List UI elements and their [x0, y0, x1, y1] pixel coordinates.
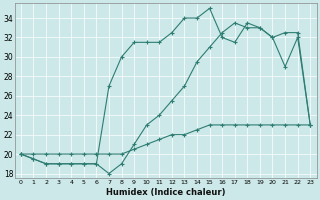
X-axis label: Humidex (Indice chaleur): Humidex (Indice chaleur): [106, 188, 225, 197]
